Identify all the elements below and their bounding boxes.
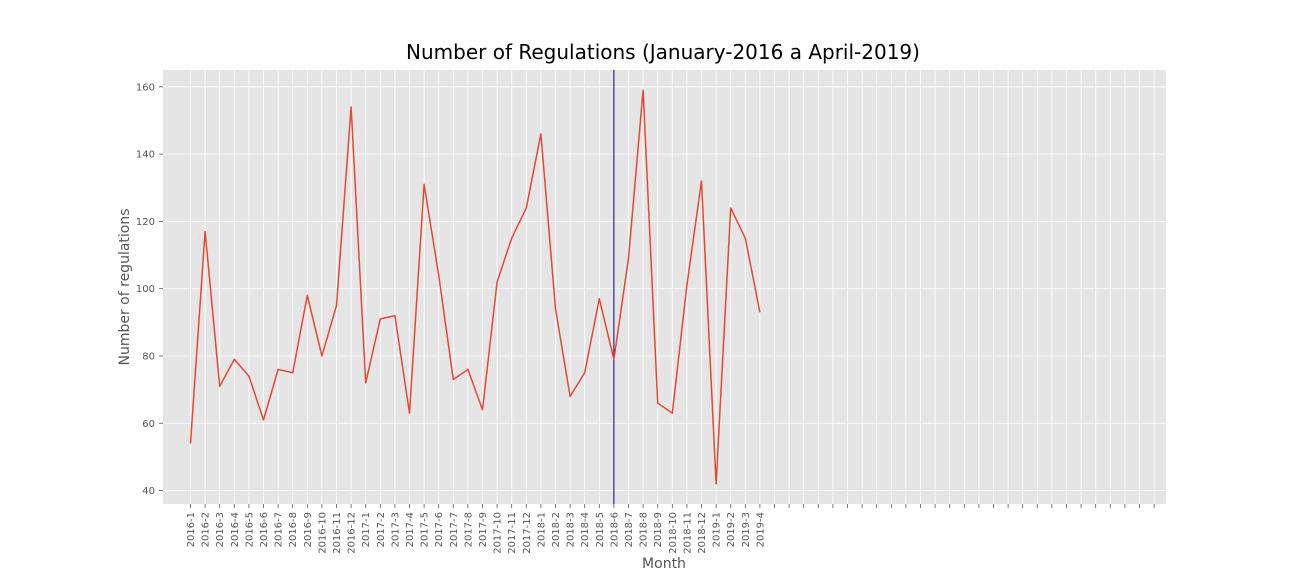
x-tick-label: 2017-1 [361, 512, 372, 547]
x-tick-label: 2016-8 [288, 512, 299, 547]
y-tick-label: 60 [142, 419, 155, 430]
y-axis: 40 60 80 100 120 140 160 [136, 82, 163, 497]
x-axis-label: Month [642, 556, 686, 572]
series-line [189, 89, 761, 485]
x-tick-label: 2017-9 [478, 512, 489, 547]
x-tick-label: 2018-10 [668, 512, 679, 554]
x-tick-label: 2018-5 [595, 512, 606, 547]
x-tick-label: 2016-11 [332, 512, 343, 554]
x-tick-label: 2018-1 [536, 512, 547, 547]
x-tick-label: 2018-8 [639, 512, 650, 547]
y-tick-label: 120 [136, 217, 155, 228]
x-tick-label: 2016-5 [244, 512, 255, 547]
x-tick-label: 2017-4 [405, 512, 416, 547]
y-tick-label: 160 [136, 82, 155, 93]
x-tick-label: 2017-12 [522, 512, 533, 554]
x-tick-label: 2016-3 [215, 512, 226, 547]
x-tick-label: 2018-2 [551, 512, 562, 547]
x-tick-label: 2016-9 [303, 512, 314, 547]
x-tick-label: 2016-4 [230, 512, 241, 547]
x-tick-label: 2019-1 [712, 512, 723, 547]
x-tick-label: 2018-7 [624, 512, 635, 547]
x-axis: 2016-1 2016-2 2016-3 2016-4 2016-5 2016-6 2016… [186, 504, 1155, 554]
y-axis-label: Number of regulations [117, 208, 133, 365]
x-tick-label: 2018-12 [697, 512, 708, 554]
x-tick-label: 2016-6 [259, 512, 270, 547]
y-tick-label: 100 [136, 284, 155, 295]
plot-area [163, 70, 1166, 504]
x-tick-label: 2018-3 [566, 512, 577, 547]
x-tick-label: 2018-9 [653, 512, 664, 547]
x-tick-label: 2017-8 [463, 512, 474, 547]
x-tick-label: 2017-5 [420, 512, 431, 547]
x-tick-label: 2017-6 [434, 512, 445, 547]
x-tick-label: 2017-2 [376, 512, 387, 547]
x-tick-label: 2016-2 [201, 512, 212, 547]
x-tick-label: 2019-2 [726, 512, 737, 547]
x-tick-label: 2016-12 [347, 512, 358, 554]
x-tick-label: 2016-1 [186, 512, 197, 547]
chart-title: Number of Regulations (January-2016 a Ap… [406, 40, 920, 64]
x-tick-label: 2016-10 [317, 512, 328, 554]
x-tick-label: 2018-4 [580, 512, 591, 547]
grid [163, 70, 1166, 504]
x-tick-label: 2017-7 [449, 512, 460, 547]
x-tick-label: 2018-11 [682, 512, 693, 554]
x-tick-label: 2017-10 [493, 512, 504, 554]
x-tick-label: 2017-3 [390, 512, 401, 547]
x-tick-label: 2016-7 [274, 512, 285, 547]
x-tick-label: 2017-11 [507, 512, 518, 554]
y-tick-label: 80 [142, 351, 155, 362]
y-tick-label: 140 [136, 150, 155, 161]
x-tick-label: 2019-4 [755, 512, 766, 547]
y-tick-label: 40 [142, 486, 155, 497]
x-tick-label: 2018-6 [609, 512, 620, 547]
series-layer [189, 89, 761, 485]
x-tick-label: 2019-3 [741, 512, 752, 547]
